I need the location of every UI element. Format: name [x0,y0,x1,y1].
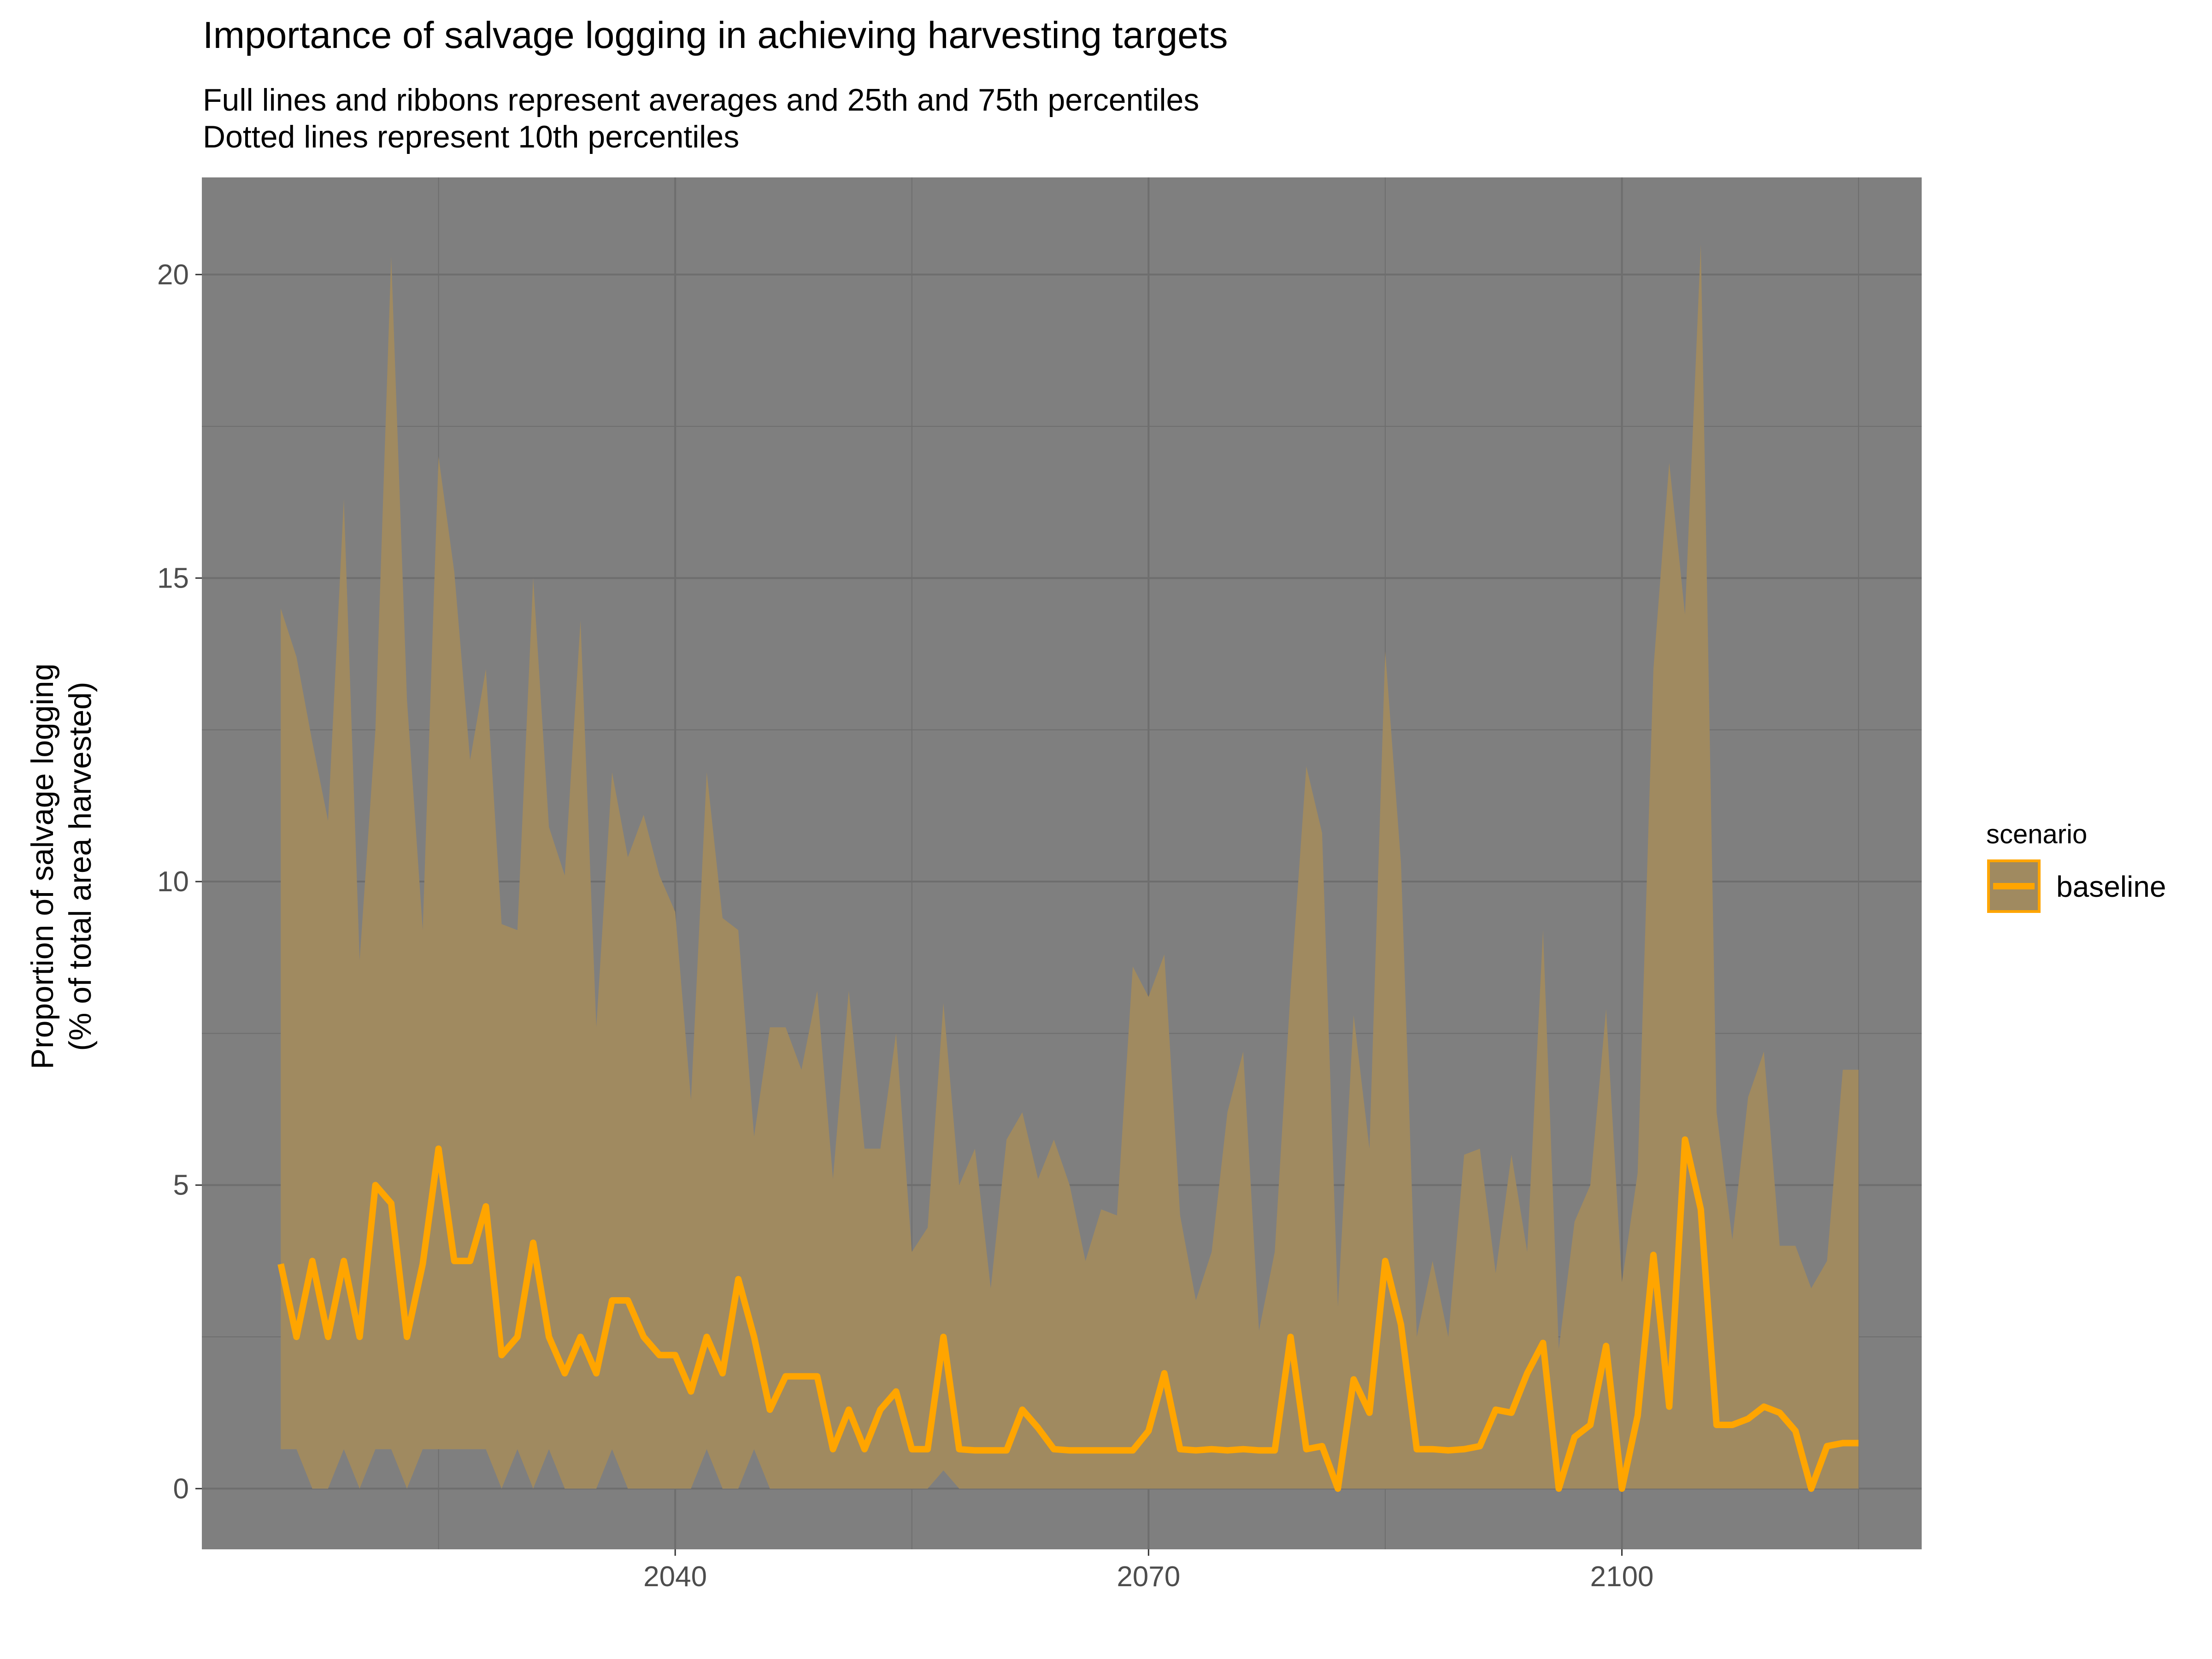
x-axis-ticks: 2040 2070 2100 [643,1549,1653,1593]
legend-label-baseline: baseline [2056,870,2166,903]
y-axis-ticks: 0 5 10 15 20 [157,259,202,1505]
legend-title: scenario [1986,819,2087,849]
line-layer [277,1136,1859,1492]
y-tick-label-20: 20 [157,259,189,291]
chart-title: Importance of salvage logging in achievi… [203,14,1228,56]
y-axis-title-line-1: Proportion of salvage logging [25,664,60,1070]
chart-subtitle-line-1: Full lines and ribbons represent average… [203,82,1200,118]
x-tick-label-2070: 2070 [1117,1561,1180,1593]
y-tick-label-5: 5 [173,1170,189,1201]
chart-subtitle-line-2: Dotted lines represent 10th percentiles [203,119,740,154]
line-baseline-mean [277,1136,1859,1492]
x-tick-label-2040: 2040 [643,1561,707,1593]
y-tick-label-10: 10 [157,866,189,898]
y-axis-title-line-2: (% of total area harvested) [63,682,98,1051]
ribbon-layer [281,244,1859,1489]
y-tick-label-0: 0 [173,1473,189,1505]
ribbon-baseline [281,244,1859,1489]
x-tick-label-2100: 2100 [1590,1561,1653,1593]
y-tick-label-15: 15 [157,562,189,594]
legend: scenario baseline [1986,819,2166,913]
